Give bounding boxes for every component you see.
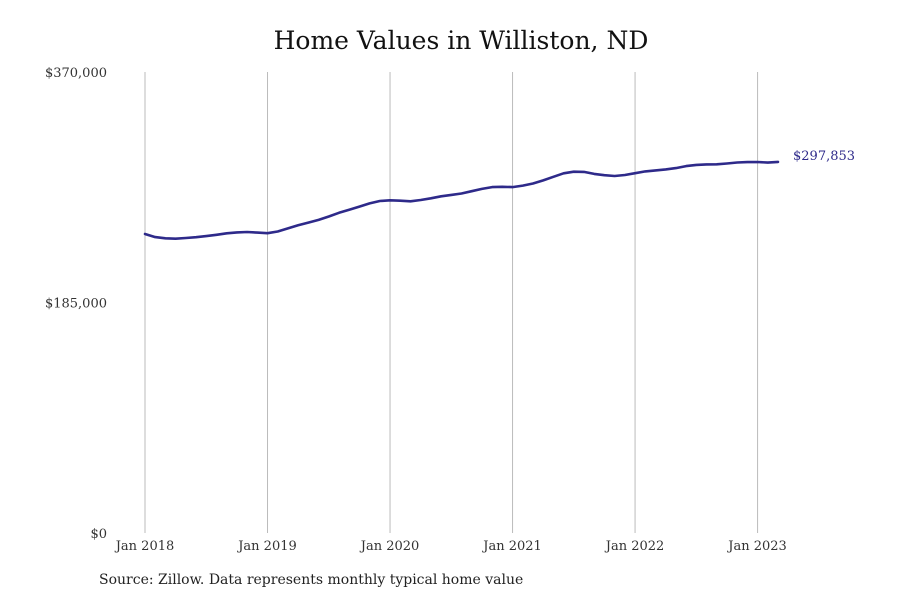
x-tick-label: Jan 2020 [359,539,420,554]
gridlines [144,72,759,533]
x-tick-label: Jan 2021 [481,539,542,554]
source-note: Source: Zillow. Data represents monthly … [99,572,524,588]
x-tick-label: Jan 2018 [114,539,175,554]
chart-title: Home Values in Williston, ND [273,26,649,55]
x-axis-ticks: Jan 2018 Jan 2019 Jan 2020 Jan 2021 Jan 2022… [114,539,787,554]
x-tick-label: Jan 2023 [726,539,787,554]
y-tick-label: $185,000 [45,297,107,312]
y-tick-label: $370,000 [45,66,107,81]
y-axis-ticks: $0 $185,000 $370,000 [45,66,107,542]
y-tick-label: $0 [90,527,107,542]
x-tick-label: Jan 2019 [236,539,297,554]
series-layer: $297,853 [143,149,855,240]
end-value-label: $297,853 [793,149,855,164]
series-line [143,160,780,240]
x-tick-label: Jan 2022 [604,539,665,554]
